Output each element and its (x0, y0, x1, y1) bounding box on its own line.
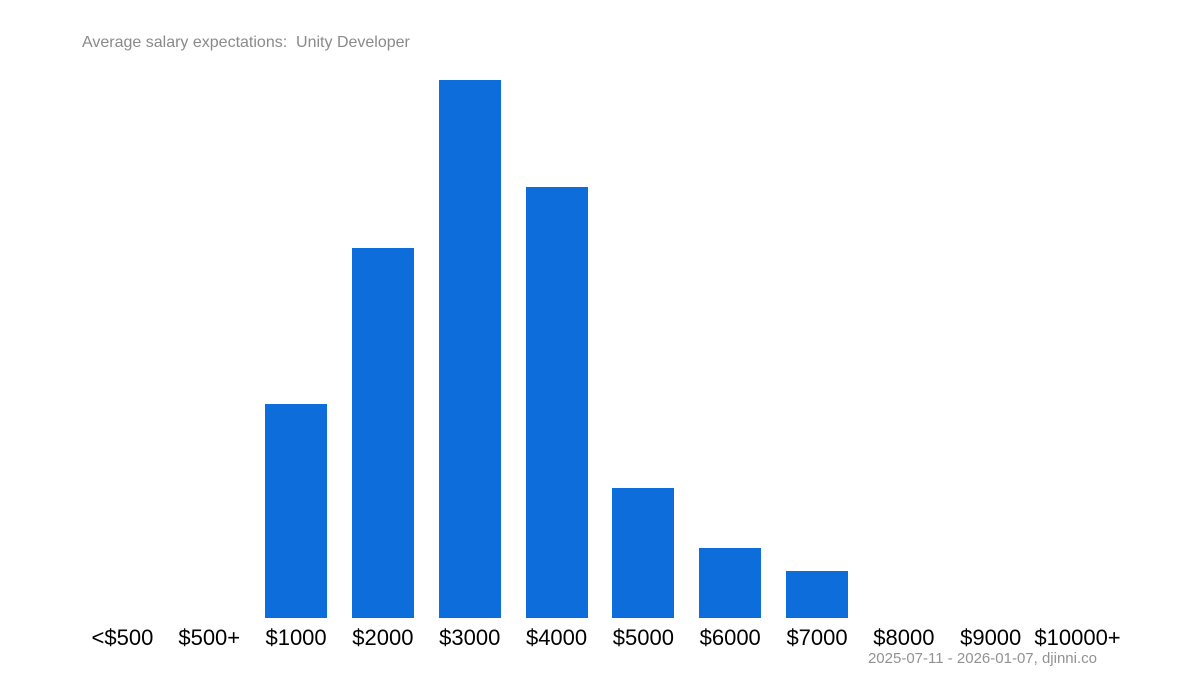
bar-6000 (699, 548, 762, 618)
bar-2000 (351, 248, 414, 618)
chart-title: Average salary expectations: Unity Devel… (82, 34, 410, 51)
bar-1000 (265, 404, 328, 618)
bar-7000 (786, 571, 849, 618)
x-tick-label: $3000 (439, 625, 501, 650)
x-axis: <$500 $500+ $1000 $2000 $3000 $4000 $5000 $6000… (79, 618, 1121, 651)
x-tick-label: $5000 (612, 625, 674, 650)
chart-caption: 2025-07-11 - 2026-01-07, djinni.co (867, 650, 1097, 667)
bar-5000 (612, 488, 675, 618)
bar-slot-4000 (513, 80, 600, 618)
bar-4000 (525, 187, 588, 618)
x-tick-label: $4000 (525, 625, 588, 650)
x-tick-label: <$500 (91, 625, 154, 650)
bar-slot-9000 (947, 80, 1034, 618)
bar-slot-5000 (600, 80, 687, 618)
bar-slot-3000 (426, 80, 513, 618)
x-tick-label: $500+ (178, 625, 241, 650)
bar-slot-500 (79, 80, 166, 618)
bar-3000 (438, 80, 501, 618)
bar-slot-2000 (339, 80, 426, 618)
bar-slot-1000 (253, 80, 340, 618)
plot-area (79, 80, 1121, 618)
bar-slot-500+ (166, 80, 253, 618)
bar-slot-7000 (774, 80, 861, 618)
x-tick-label: $2000 (352, 625, 414, 650)
x-tick-label: $6000 (699, 625, 761, 650)
bar-slot-8000 (860, 80, 947, 618)
x-tick-label: $1000 (265, 625, 327, 650)
x-tick-label: $7000 (786, 625, 848, 650)
x-tick-label: $10000+ (1034, 625, 1121, 650)
bar-slot-10000+ (1034, 80, 1121, 618)
bar-slot-6000 (687, 80, 774, 618)
x-tick-label: $8000 (873, 625, 935, 650)
x-tick-label: $9000 (960, 625, 1022, 650)
